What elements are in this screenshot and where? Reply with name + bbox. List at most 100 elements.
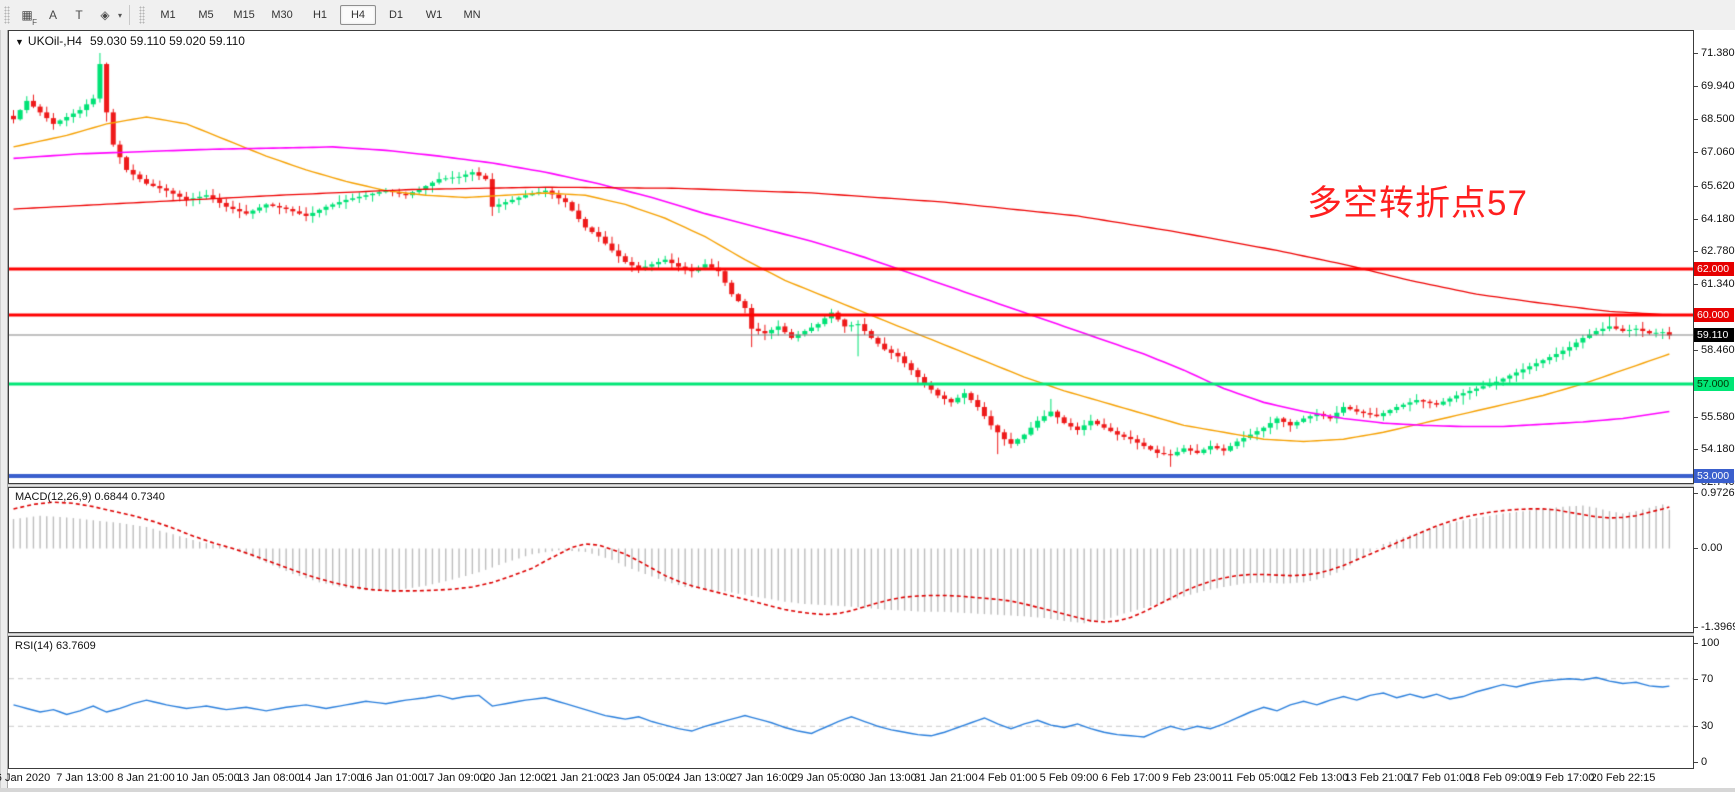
symbol-collapse-icon[interactable]: ▼ xyxy=(15,37,24,47)
time-axis-label: 14 Jan 17:00 xyxy=(299,772,363,784)
main-chart-panel[interactable]: ▼ UKOil-,H4 59.030 59.110 59.020 59.110 多空… xyxy=(8,30,1694,484)
time-axis-label: 17 Feb 01:00 xyxy=(1406,772,1472,784)
timeframe-button-M15[interactable]: M15 xyxy=(233,9,255,21)
time-axis[interactable]: 6 Jan 2020 7 Jan 13:00 8 Jan 21:00 10 Jan 0… xyxy=(0,769,1694,788)
timeframe-button-M30[interactable]: M30 xyxy=(271,9,293,21)
drawing-toolbar: ▦ F A T ◈ xyxy=(14,3,118,27)
symbol-label: ▼ UKOil-,H4 59.030 59.110 59.020 59.110 xyxy=(15,34,245,48)
time-axis-label: 16 Jan 01:00 xyxy=(360,772,424,784)
price-axis-tick xyxy=(1694,350,1698,351)
time-axis-label: 8 Jan 21:00 xyxy=(117,772,175,784)
time-axis-label: 20 Feb 22:15 xyxy=(1590,772,1656,784)
time-axis-label: 31 Jan 21:00 xyxy=(914,772,978,784)
macd-axis-tick xyxy=(1694,627,1698,628)
toolbar-drag-handle-icon[interactable] xyxy=(4,6,10,24)
price-axis-label: 65.620 xyxy=(1701,180,1735,192)
price-axis-label: 67.060 xyxy=(1701,146,1735,158)
shapes-dropdown-caret-icon[interactable]: ▾ xyxy=(118,10,123,20)
price-axis-tick xyxy=(1694,284,1698,285)
price-level-badge: 59.110 xyxy=(1694,328,1734,342)
time-axis-label: 7 Jan 13:00 xyxy=(56,772,114,784)
price-axis-label: 71.380 xyxy=(1701,47,1735,59)
price-level-badge: 60.000 xyxy=(1694,308,1734,322)
rsi-axis-tick xyxy=(1694,643,1698,644)
indicator-grid-icon[interactable]: ▦ F xyxy=(21,8,37,27)
timeframe-button-M1[interactable]: M1 xyxy=(160,9,176,21)
rsi-axis-label: 70 xyxy=(1701,673,1714,685)
time-axis-label: 19 Feb 17:00 xyxy=(1529,772,1595,784)
toolbar-separator xyxy=(129,5,131,25)
price-axis-tick xyxy=(1694,251,1698,252)
macd-axis-label: 0.00 xyxy=(1701,542,1723,554)
panel-splitter[interactable] xyxy=(8,633,1694,636)
chart-annotation-text[interactable]: 多空转折点57 xyxy=(1307,184,1528,223)
price-scale[interactable]: 71.380 69.940 68.500 67.060 65.620 64.180 62.7… xyxy=(1694,30,1735,788)
timeframe-button-H1[interactable]: H1 xyxy=(312,9,328,21)
time-axis-label: 30 Jan 13:00 xyxy=(853,772,917,784)
macd-axis-tick xyxy=(1694,548,1698,549)
price-axis-tick xyxy=(1694,186,1698,187)
time-axis-label: 18 Feb 09:00 xyxy=(1467,772,1533,784)
rsi-axis-label: 30 xyxy=(1701,720,1714,732)
time-axis-label: 12 Feb 13:00 xyxy=(1283,772,1349,784)
macd-panel[interactable]: MACD(12,26,9) 0.6844 0.7340 xyxy=(8,487,1694,633)
rsi-axis-tick xyxy=(1694,762,1698,763)
window-bottom-edge xyxy=(0,788,1735,792)
price-axis-label: 55.580 xyxy=(1701,411,1735,423)
indicator-grid-sub-label: F xyxy=(32,18,37,27)
time-axis-label: 5 Feb 09:00 xyxy=(1039,772,1099,784)
timeframe-button-MN[interactable]: MN xyxy=(463,9,481,21)
rsi-axis-tick xyxy=(1694,726,1698,727)
candlestick-chart-canvas[interactable] xyxy=(9,31,1693,483)
timeframe-button-H4[interactable]: H4 xyxy=(340,5,377,25)
price-axis-label: 54.180 xyxy=(1701,443,1735,455)
price-axis-tick xyxy=(1694,86,1698,87)
macd-axis-label: -1.3969 xyxy=(1701,621,1735,633)
timeframe-button-W1[interactable]: W1 xyxy=(425,9,443,21)
price-axis-label: 58.460 xyxy=(1701,344,1735,356)
price-axis-tick xyxy=(1694,119,1698,120)
time-axis-label: 6 Feb 17:00 xyxy=(1101,772,1161,784)
price-level-badge: 57.000 xyxy=(1694,377,1734,391)
price-axis-tick xyxy=(1694,152,1698,153)
time-axis-label: 27 Jan 16:00 xyxy=(730,772,794,784)
time-axis-label: 9 Feb 23:00 xyxy=(1162,772,1222,784)
text-label-icon[interactable]: T xyxy=(75,8,83,22)
timeframe-drag-handle-icon[interactable] xyxy=(139,6,146,24)
time-axis-label: 20 Jan 12:00 xyxy=(483,772,547,784)
macd-label: MACD(12,26,9) 0.6844 0.7340 xyxy=(15,491,165,503)
rsi-label: RSI(14) 63.7609 xyxy=(15,640,96,652)
price-axis-label: 61.340 xyxy=(1701,278,1735,290)
time-axis-label: 13 Feb 21:00 xyxy=(1344,772,1410,784)
timeframe-button-D1[interactable]: D1 xyxy=(388,9,404,21)
macd-canvas xyxy=(9,488,1693,632)
timeframe-toolbar: M1 M5 M15 M30 H1 H4 D1 W1 MN xyxy=(149,5,491,25)
symbol-name: UKOil-,H4 xyxy=(27,34,82,48)
price-axis-label: 64.180 xyxy=(1701,213,1735,225)
price-axis-label: 69.940 xyxy=(1701,80,1735,92)
panel-splitter[interactable] xyxy=(8,484,1694,487)
time-axis-label: 13 Jan 08:00 xyxy=(237,772,301,784)
rsi-axis-tick xyxy=(1694,679,1698,680)
ohlc-values: 59.030 59.110 59.020 59.110 xyxy=(89,34,245,48)
shapes-icon[interactable]: ◈ xyxy=(100,8,110,22)
font-a-icon[interactable]: A xyxy=(48,8,57,22)
time-axis-label: 4 Feb 01:00 xyxy=(978,772,1038,784)
time-axis-label: 23 Jan 05:00 xyxy=(607,772,671,784)
time-axis-label: 17 Jan 09:00 xyxy=(422,772,486,784)
price-level-badge: 62.000 xyxy=(1694,262,1734,276)
time-axis-label: 10 Jan 05:00 xyxy=(176,772,240,784)
rsi-panel[interactable]: RSI(14) 63.7609 xyxy=(8,636,1694,769)
price-level-badge: 53.000 xyxy=(1694,469,1734,483)
price-axis-tick xyxy=(1694,449,1698,450)
macd-axis-label: 0.9726 xyxy=(1701,487,1735,499)
time-axis-label: 29 Jan 05:00 xyxy=(791,772,855,784)
time-axis-label: 24 Jan 13:00 xyxy=(668,772,732,784)
price-axis-tick xyxy=(1694,417,1698,418)
time-axis-label: 11 Feb 05:00 xyxy=(1221,772,1287,784)
price-axis-tick xyxy=(1694,53,1698,54)
timeframe-button-M5[interactable]: M5 xyxy=(198,9,214,21)
price-axis-label: 62.780 xyxy=(1701,245,1735,257)
time-axis-label: 6 Jan 2020 xyxy=(0,772,51,784)
